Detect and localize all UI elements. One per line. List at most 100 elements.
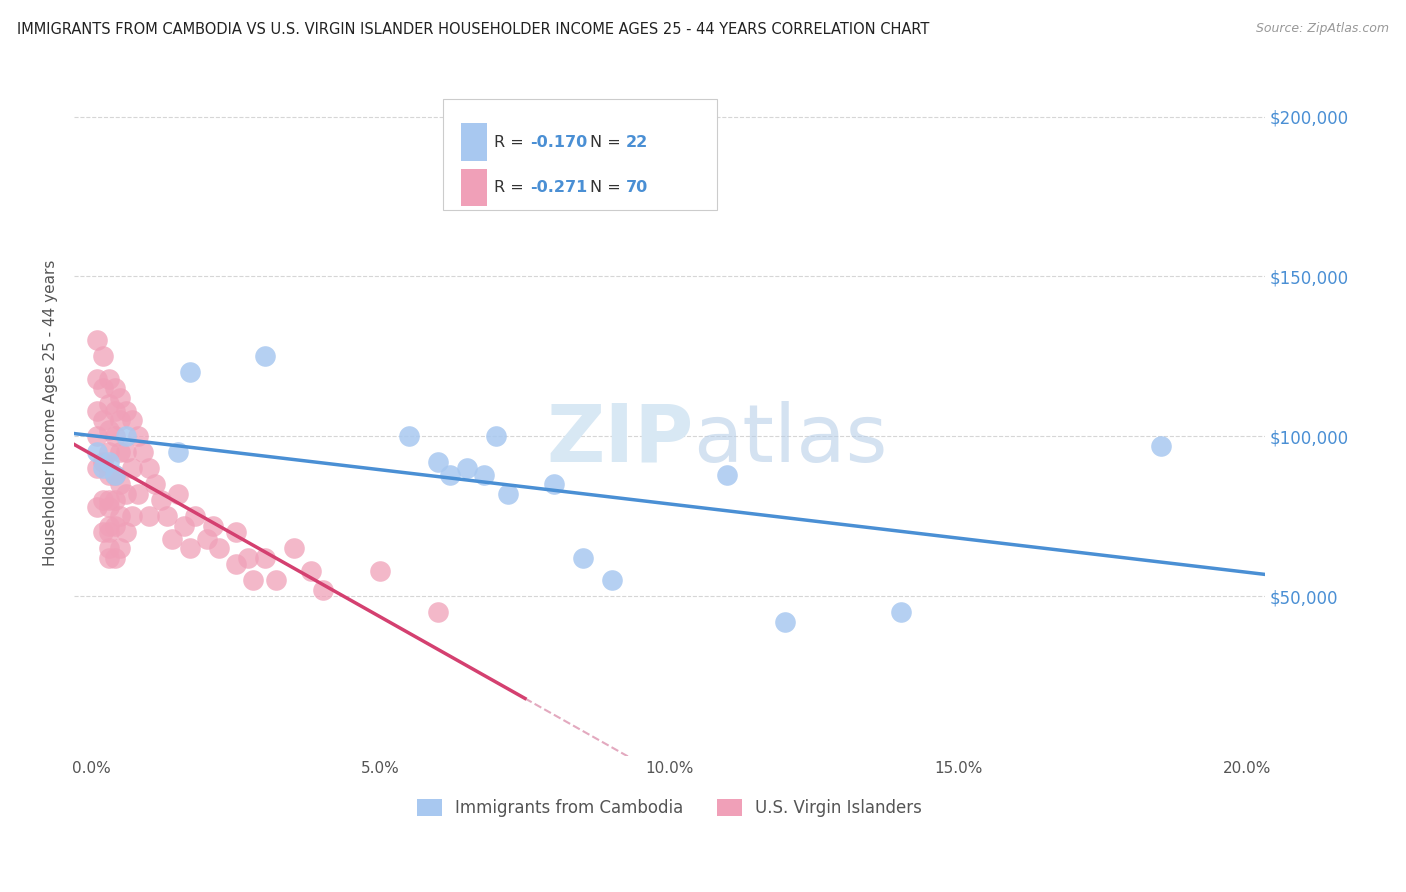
Point <box>91 350 114 364</box>
Point <box>121 413 143 427</box>
Point <box>242 574 264 588</box>
Text: ZIP: ZIP <box>546 401 693 479</box>
Point <box>179 365 201 379</box>
Point <box>110 445 132 459</box>
Point <box>496 487 519 501</box>
Point <box>600 574 623 588</box>
Point <box>103 404 125 418</box>
Point <box>266 574 288 588</box>
Point <box>97 455 120 469</box>
Point <box>474 467 496 482</box>
Point <box>143 477 166 491</box>
Point <box>485 429 508 443</box>
Point <box>86 461 108 475</box>
Point <box>173 519 195 533</box>
Point <box>138 509 160 524</box>
Point <box>225 558 247 572</box>
Point <box>86 500 108 514</box>
Point <box>86 429 108 443</box>
Point <box>427 605 450 619</box>
Point <box>103 429 125 443</box>
Text: IMMIGRANTS FROM CAMBODIA VS U.S. VIRGIN ISLANDER HOUSEHOLDER INCOME AGES 25 - 44: IMMIGRANTS FROM CAMBODIA VS U.S. VIRGIN … <box>17 22 929 37</box>
Point <box>121 461 143 475</box>
Text: R =: R = <box>495 135 529 150</box>
Point <box>132 445 155 459</box>
Point <box>86 334 108 348</box>
Point <box>1150 439 1173 453</box>
Point <box>398 429 420 443</box>
Point <box>110 509 132 524</box>
Point <box>91 413 114 427</box>
Point <box>97 493 120 508</box>
Point <box>91 525 114 540</box>
Point <box>97 550 120 565</box>
Legend: Immigrants from Cambodia, U.S. Virgin Islanders: Immigrants from Cambodia, U.S. Virgin Is… <box>411 792 929 823</box>
Text: 22: 22 <box>626 135 648 150</box>
Point <box>97 397 120 411</box>
Point <box>115 429 138 443</box>
Point <box>127 487 149 501</box>
Point <box>110 413 132 427</box>
Point <box>110 477 132 491</box>
Point <box>115 445 138 459</box>
Point <box>179 541 201 556</box>
Point <box>110 541 132 556</box>
Point <box>91 493 114 508</box>
Y-axis label: Householder Income Ages 25 - 44 years: Householder Income Ages 25 - 44 years <box>44 260 58 566</box>
Point <box>103 467 125 482</box>
Point <box>86 372 108 386</box>
Point <box>890 605 912 619</box>
Point <box>110 391 132 405</box>
Point <box>167 445 190 459</box>
Point <box>97 519 120 533</box>
Text: -0.170: -0.170 <box>530 135 588 150</box>
Point <box>283 541 305 556</box>
Point <box>439 467 461 482</box>
Point <box>115 525 138 540</box>
Point <box>201 519 224 533</box>
Point <box>97 525 120 540</box>
Point <box>127 429 149 443</box>
Point <box>167 487 190 501</box>
Point <box>299 564 322 578</box>
Point <box>311 582 333 597</box>
Point <box>427 455 450 469</box>
Point <box>91 461 114 475</box>
Point <box>162 532 184 546</box>
Point <box>103 381 125 395</box>
Point <box>253 550 276 565</box>
Point <box>207 541 229 556</box>
Point <box>103 550 125 565</box>
Point <box>97 445 120 459</box>
Text: atlas: atlas <box>693 401 887 479</box>
Point <box>138 461 160 475</box>
Point <box>115 487 138 501</box>
Point <box>103 519 125 533</box>
Point <box>149 493 172 508</box>
Text: N =: N = <box>589 135 626 150</box>
Text: Source: ZipAtlas.com: Source: ZipAtlas.com <box>1256 22 1389 36</box>
FancyBboxPatch shape <box>461 169 488 206</box>
Point <box>103 493 125 508</box>
Text: -0.271: -0.271 <box>530 180 588 195</box>
Point <box>225 525 247 540</box>
Point <box>253 350 276 364</box>
FancyBboxPatch shape <box>443 100 717 210</box>
Point <box>97 541 120 556</box>
FancyBboxPatch shape <box>461 123 488 161</box>
Point <box>716 467 738 482</box>
Point <box>184 509 207 524</box>
Point <box>115 404 138 418</box>
Point <box>370 564 392 578</box>
Point <box>543 477 565 491</box>
Point <box>773 615 796 629</box>
Text: 70: 70 <box>626 180 648 195</box>
Point <box>155 509 177 524</box>
Point <box>236 550 259 565</box>
Point <box>195 532 218 546</box>
Point <box>571 550 593 565</box>
Point <box>103 467 125 482</box>
Point <box>86 445 108 459</box>
Point <box>97 500 120 514</box>
Point <box>97 423 120 437</box>
